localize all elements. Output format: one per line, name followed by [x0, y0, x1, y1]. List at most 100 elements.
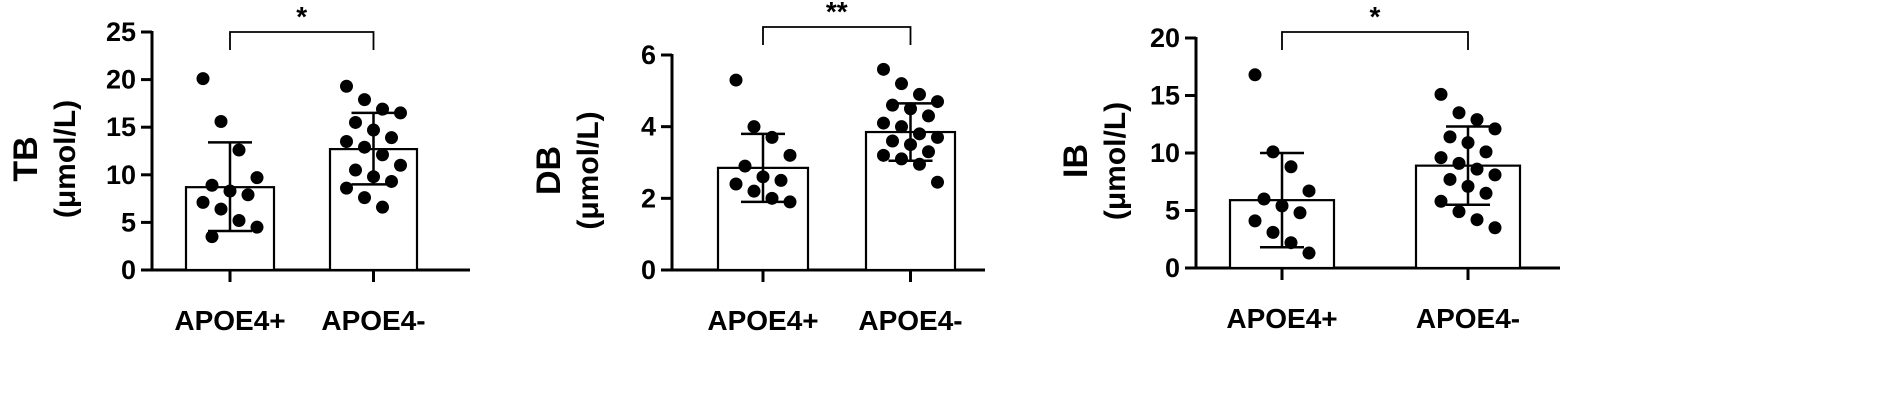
- y-tick-group: 0 5 10 15 20 25: [106, 17, 152, 285]
- data-point: [1470, 213, 1484, 227]
- data-point: [729, 73, 743, 87]
- data-marks: [1228, 31, 1522, 280]
- panel-db: 0 2 4 6 DB (μmol/L) APOE4+ APOE4- **: [530, 0, 985, 336]
- y-tick-group: 0 2 4 6: [641, 40, 672, 285]
- y-tick-label: 20: [106, 65, 136, 95]
- x-category-label: APOE4+: [1226, 303, 1337, 334]
- data-point: [774, 173, 788, 187]
- y-axis-unit: (μmol/L): [1099, 102, 1132, 220]
- data-point: [196, 195, 210, 209]
- data-point: [886, 134, 899, 148]
- data-point: [1488, 221, 1502, 235]
- y-tick-label: 5: [121, 207, 136, 237]
- data-point: [1452, 156, 1466, 170]
- data-point: [1284, 160, 1298, 174]
- data-point: [783, 195, 797, 209]
- y-tick-label: 20: [1150, 23, 1180, 53]
- y-axis-title: IB: [1057, 144, 1095, 178]
- data-point: [738, 159, 752, 173]
- data-point: [340, 181, 353, 195]
- data-point: [1443, 172, 1457, 186]
- data-point: [205, 178, 219, 192]
- data-point: [1470, 113, 1484, 127]
- data-point: [394, 158, 407, 172]
- y-tick-label: 15: [1150, 81, 1180, 111]
- data-point: [376, 200, 389, 214]
- y-axis-unit: (μmol/L): [572, 111, 605, 229]
- data-point: [886, 98, 899, 112]
- data-point: [1452, 106, 1466, 120]
- data-point: [1293, 206, 1307, 220]
- data-point: [895, 152, 908, 166]
- data-point: [895, 120, 908, 134]
- data-point: [1452, 205, 1466, 219]
- data-point: [913, 127, 926, 141]
- y-tick-label: 10: [1150, 138, 1180, 168]
- data-point: [214, 202, 228, 216]
- y-tick-label: 10: [106, 160, 136, 190]
- data-point: [385, 174, 398, 188]
- data-point: [349, 163, 362, 177]
- data-point: [913, 87, 926, 101]
- data-point: [931, 175, 944, 189]
- y-tick-label: 15: [106, 112, 136, 142]
- significance-bracket: [1281, 31, 1469, 50]
- data-point: [922, 109, 935, 123]
- data-point: [205, 230, 219, 244]
- data-point: [1434, 194, 1448, 208]
- data-point: [747, 120, 761, 134]
- data-point: [1302, 184, 1316, 198]
- y-tick-label: 4: [641, 112, 656, 142]
- data-point: [1266, 225, 1280, 239]
- x-category-label: APOE4+: [174, 305, 285, 336]
- data-point: [349, 115, 362, 129]
- data-point: [340, 79, 353, 93]
- data-marks: [184, 31, 419, 282]
- y-tick-label: 0: [641, 255, 656, 285]
- data-point: [1479, 145, 1493, 159]
- data-point: [931, 95, 944, 109]
- data-point: [1488, 168, 1502, 182]
- x-category-label: APOE4-: [321, 305, 425, 336]
- data-point: [877, 116, 890, 130]
- data-point: [729, 177, 743, 191]
- significance-marker: **: [826, 0, 848, 27]
- data-point: [931, 130, 944, 144]
- data-point: [232, 213, 246, 227]
- data-point: [877, 148, 890, 162]
- data-point: [1302, 246, 1316, 260]
- y-axis-title: DB: [530, 146, 568, 195]
- significance-bracket: [229, 31, 375, 50]
- data-point: [1470, 162, 1484, 176]
- y-axis-unit: (μmol/L): [49, 100, 82, 218]
- data-point: [1248, 214, 1262, 228]
- data-point: [1488, 122, 1502, 136]
- panel-ib: 0 5 10 15 20 IB (μmol/L) APOE4+ APOE4- *: [1057, 1, 1560, 334]
- y-tick-label: 6: [641, 40, 656, 70]
- data-point: [1434, 151, 1448, 165]
- data-point: [922, 145, 935, 159]
- data-point: [394, 106, 407, 120]
- data-marks: [716, 26, 957, 282]
- data-point: [358, 93, 371, 107]
- x-category-label: APOE4+: [707, 305, 818, 336]
- data-point: [358, 140, 371, 154]
- y-tick-label: 5: [1165, 196, 1180, 226]
- x-category-label: APOE4-: [1416, 303, 1520, 334]
- significance-marker: *: [1370, 1, 1381, 32]
- data-point: [214, 114, 228, 128]
- data-point: [250, 220, 264, 234]
- data-point: [747, 184, 761, 198]
- data-point: [340, 134, 353, 148]
- y-tick-label: 0: [1165, 253, 1180, 283]
- data-point: [1257, 192, 1271, 206]
- data-point: [1479, 186, 1493, 200]
- y-tick-label: 2: [641, 183, 656, 213]
- significance-bracket: [762, 26, 912, 45]
- data-point: [1248, 68, 1262, 82]
- data-point: [376, 148, 389, 162]
- data-point: [877, 62, 890, 76]
- data-point: [196, 72, 210, 86]
- data-point: [358, 191, 371, 205]
